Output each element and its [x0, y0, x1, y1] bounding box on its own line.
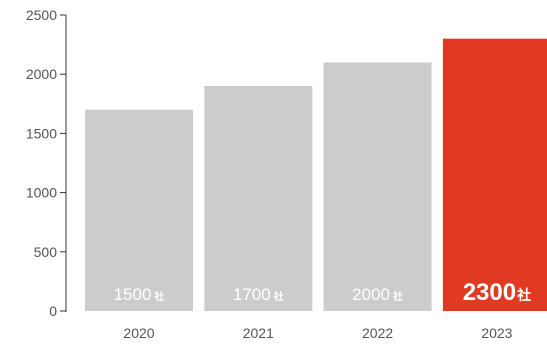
y-tick-label: 2500: [26, 7, 57, 23]
bar-highlighted: [442, 38, 547, 312]
bar-data-unit: 社: [273, 290, 284, 303]
bar-data-label: 1500 社: [114, 285, 165, 304]
x-tick-label: 2021: [243, 325, 274, 341]
x-tick-label: 2023: [481, 325, 512, 341]
x-tick-label: 2020: [123, 325, 154, 341]
y-tick-label: 500: [34, 244, 58, 260]
x-axis: 2020 2021 2022 2023: [123, 325, 512, 341]
x-tick-label: 2022: [362, 325, 393, 341]
bar-data-label: 2300社: [463, 279, 531, 306]
bar-data-unit: 社: [516, 287, 531, 303]
y-tick-label: 0: [49, 303, 57, 319]
bar-data-value: 2000: [352, 285, 390, 304]
bar-data-value: 1500: [114, 285, 152, 304]
y-tick-label: 1000: [26, 185, 57, 201]
y-axis: 0 500 1000 1500 2000 2500: [26, 7, 67, 319]
bar-data-unit: 社: [153, 290, 164, 303]
bar-data-value: 2300: [463, 279, 516, 306]
y-tick-label: 2000: [26, 66, 57, 82]
bar: [204, 86, 313, 311]
bar-data-label: 1700 社: [233, 285, 284, 304]
y-tick-label: 1500: [26, 125, 57, 141]
bar-data-label: 2000 社: [352, 285, 403, 304]
bar-data-unit: 社: [392, 290, 403, 303]
bar: [323, 62, 432, 311]
bar-data-value: 1700: [233, 285, 271, 304]
bars: 1500 社 1700 社 2000 社 2300社: [85, 38, 547, 312]
bar: [85, 109, 193, 311]
